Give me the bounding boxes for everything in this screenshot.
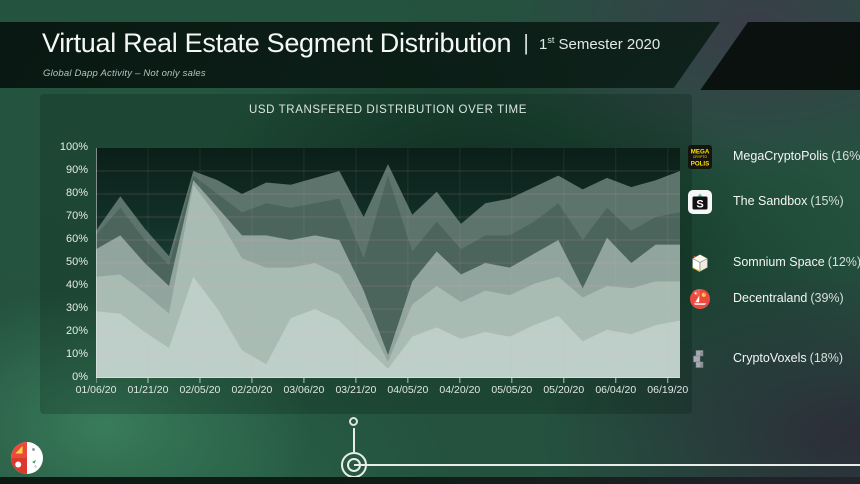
legend-item-somnium-space: Somnium Space (12%) bbox=[688, 251, 860, 275]
y-tick-label: 10% bbox=[65, 348, 88, 360]
y-tick-label: 90% bbox=[65, 164, 88, 176]
x-tick-label: 05/20/20 bbox=[543, 384, 585, 396]
legend-item-decentraland: Decentraland (39%) bbox=[688, 287, 860, 311]
y-tick-label: 0% bbox=[72, 371, 88, 383]
legend-label: Decentraland bbox=[733, 291, 808, 305]
legend-share: (15%) bbox=[810, 194, 844, 208]
y-tick-label: 20% bbox=[65, 325, 88, 337]
page-title: Virtual Real Estate Segment Distribution bbox=[42, 28, 512, 58]
legend-share: (18%) bbox=[809, 351, 843, 365]
timeline-line bbox=[354, 464, 860, 466]
page-subtitle: Global Dapp Activity – Not only sales bbox=[43, 68, 206, 79]
nonfungible-pie-logo-icon bbox=[11, 442, 43, 474]
svg-text:POLIS: POLIS bbox=[691, 161, 710, 168]
legend-label: MegaCryptoPolis bbox=[733, 149, 829, 163]
y-tick-label: 60% bbox=[65, 233, 88, 245]
y-tick-label: 40% bbox=[65, 279, 88, 291]
legend-item-the-sandbox: S The Sandbox (15%) bbox=[688, 190, 860, 214]
legend-label: Somnium Space bbox=[733, 255, 825, 269]
x-tick-label: 02/05/20 bbox=[179, 384, 221, 396]
stacked-area-chart bbox=[96, 148, 680, 383]
svg-text:CRYPTO: CRYPTO bbox=[693, 155, 707, 159]
y-tick-label: 50% bbox=[65, 256, 88, 268]
x-tick-label: 03/06/20 bbox=[283, 384, 325, 396]
legend-label: The Sandbox bbox=[733, 194, 808, 208]
megacryptopolis-logo-icon: MEGA CRYPTO POLIS bbox=[688, 145, 712, 169]
y-tick-label: 30% bbox=[65, 302, 88, 314]
x-tick-label: 06/04/20 bbox=[595, 384, 637, 396]
x-tick-label: 04/05/20 bbox=[387, 384, 429, 396]
legend-label: CryptoVoxels bbox=[733, 351, 807, 365]
x-tick-label: 04/20/20 bbox=[439, 384, 481, 396]
somnium-space-logo-icon bbox=[691, 254, 709, 272]
decentraland-logo-icon bbox=[690, 288, 710, 309]
x-tick-label: 03/21/20 bbox=[335, 384, 377, 396]
y-tick-label: 70% bbox=[65, 210, 88, 222]
x-tick-label: 05/05/20 bbox=[491, 384, 533, 396]
header: Virtual Real Estate Segment Distribution… bbox=[42, 28, 660, 59]
period-label: 1st Semester 2020 bbox=[538, 35, 661, 53]
title-separator: | bbox=[523, 30, 529, 55]
legend-item-cryptovoxels: CryptoVoxels (18%) bbox=[688, 347, 860, 371]
timeline-stem bbox=[353, 428, 355, 452]
timeline-dot bbox=[349, 417, 358, 426]
legend-item-megacryptopolis: MEGA CRYPTO POLIS MegaCryptoPolis(16%) bbox=[688, 145, 860, 169]
cryptovoxels-logo-icon bbox=[693, 350, 704, 368]
chart-title: USD TRANSFERED DISTRIBUTION OVER TIME bbox=[249, 104, 527, 116]
svg-text:MEGA: MEGA bbox=[691, 149, 710, 156]
y-tick-label: 100% bbox=[59, 141, 88, 153]
sandbox-logo-icon: S bbox=[688, 190, 712, 214]
x-tick-label: 01/21/20 bbox=[127, 384, 169, 396]
x-tick-label: 06/19/20 bbox=[647, 384, 689, 396]
svg-text:S: S bbox=[696, 199, 703, 211]
legend-share: (39%) bbox=[810, 291, 844, 305]
x-tick-label: 02/20/20 bbox=[231, 384, 273, 396]
y-tick-label: 80% bbox=[65, 187, 88, 199]
legend-share: (16%) bbox=[831, 149, 860, 163]
bottom-strip bbox=[0, 477, 860, 484]
legend-share: (12%) bbox=[827, 255, 860, 269]
x-tick-label: 01/06/20 bbox=[75, 384, 117, 396]
